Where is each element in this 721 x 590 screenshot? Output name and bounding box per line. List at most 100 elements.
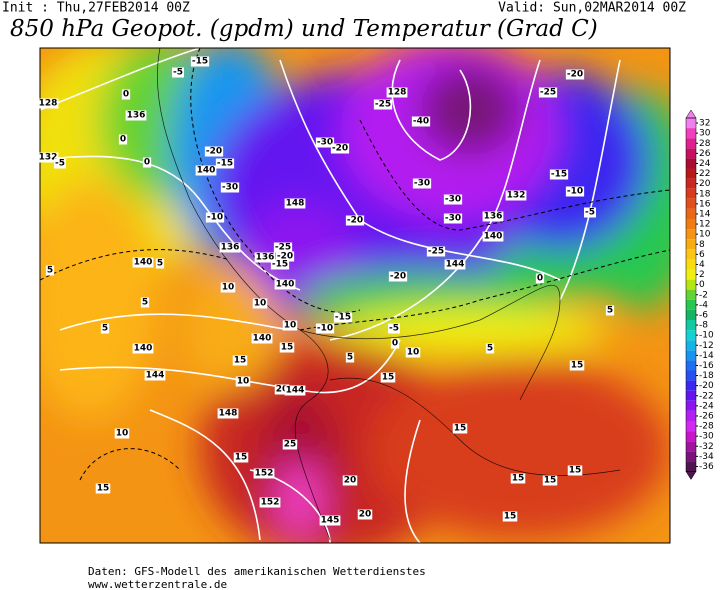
map-label-box [373, 99, 393, 110]
map-label: 140 [197, 166, 216, 176]
footer-source: Daten: GFS-Modell des amerikanischen Wet… [88, 565, 426, 578]
map-label-box [114, 428, 130, 439]
map-label-box [232, 355, 248, 366]
map-label-box [411, 116, 431, 127]
map-label-box [155, 258, 165, 269]
map-label-box [284, 385, 306, 396]
map-label: 15 [97, 484, 110, 494]
map-label: 25 [284, 440, 297, 450]
colorbar-label: 24 [699, 159, 711, 169]
map-label: 152 [261, 498, 280, 508]
map-label: 132 [39, 153, 58, 163]
map-label: 15 [454, 424, 467, 434]
map-label-box [204, 146, 224, 157]
colorbar-label: -10 [699, 331, 714, 341]
colorbar-swatch [686, 360, 696, 371]
map-label-box [273, 242, 293, 253]
map-label-box [121, 89, 131, 100]
map-label: 0 [537, 274, 543, 284]
map-label: -30 [317, 138, 333, 148]
map-label-box [567, 465, 583, 476]
map-label-box [172, 67, 184, 78]
map-label-box [549, 169, 569, 180]
map-label: -25 [540, 88, 556, 98]
colorbar-label: -4 [699, 300, 708, 310]
map-label-box [388, 271, 408, 282]
map-label-box [584, 207, 596, 218]
map-label-box [235, 376, 251, 387]
map-label: -15 [551, 170, 567, 180]
map-label: 145 [321, 516, 340, 526]
map-label: 10 [284, 321, 297, 331]
colorbar-swatch [686, 461, 696, 472]
map-label-box [342, 475, 358, 486]
colorbar-swatch [686, 309, 696, 320]
map-label-box [319, 515, 341, 526]
colorbar-swatch [686, 431, 696, 442]
map-label-box [270, 259, 290, 270]
map-label: 15 [504, 512, 517, 522]
colorbar-swatch [686, 259, 696, 270]
map-label-box [132, 343, 154, 354]
map-label: -5 [173, 68, 183, 78]
map-label: -15 [192, 57, 208, 67]
map-label-box [220, 182, 240, 193]
map-label: 140 [484, 232, 503, 242]
map-label: 10 [237, 377, 250, 387]
colorbar-swatch [686, 370, 696, 381]
map-label-box [333, 312, 353, 323]
colorbar-swatch [686, 410, 696, 421]
map-label-box [386, 87, 408, 98]
map-label: -30 [445, 214, 461, 224]
map-label: -10 [567, 187, 583, 197]
map-label: -15 [335, 313, 351, 323]
colorbar-label: 16 [699, 199, 711, 209]
map-label: -15 [217, 159, 233, 169]
colorbar-label: 28 [699, 139, 711, 149]
map-label-box [253, 468, 275, 479]
colorbar-swatch [686, 340, 696, 351]
map-label-box [95, 483, 111, 494]
map-label: 144 [286, 386, 305, 396]
map-label-box [54, 158, 66, 169]
map-label-box [542, 475, 558, 486]
map-label-box [144, 370, 166, 381]
map-label-box [357, 509, 373, 520]
map-label-box [535, 273, 545, 284]
map-label-box [388, 323, 400, 334]
colorbar-label: -6 [699, 310, 708, 320]
map-label-box [275, 251, 295, 262]
map-label: 10 [254, 299, 267, 309]
map-label: 15 [544, 476, 557, 486]
map-label: -30 [222, 183, 238, 193]
map-label-box [426, 246, 446, 257]
map-label: 5 [102, 324, 108, 334]
map-label: 136 [256, 253, 275, 263]
map-label: -5 [55, 159, 65, 169]
colorbar-arrow-bottom [685, 471, 697, 480]
map-label: 136 [127, 111, 146, 121]
colorbar-label: -22 [699, 391, 714, 401]
map-label-box [100, 323, 110, 334]
map-label: 132 [507, 191, 526, 201]
colorbar-swatch [686, 198, 696, 209]
colorbar-label: -34 [699, 452, 714, 462]
init-time: Init : Thu,27FEB2014 00Z [2, 1, 190, 16]
map-label-box [330, 143, 350, 154]
map-label: 15 [382, 373, 395, 383]
colorbar-swatch [686, 208, 696, 219]
colorbar-swatch [686, 299, 696, 310]
map-label-box [510, 473, 526, 484]
colorbar-label: 8 [699, 240, 705, 250]
map-label-box [274, 384, 290, 395]
map-label: 15 [235, 453, 248, 463]
map-label-box [565, 186, 585, 197]
colorbar-label: 14 [699, 209, 711, 219]
map-label-box [251, 333, 273, 344]
map-label: -30 [445, 195, 461, 205]
colorbar-label: 2 [699, 270, 705, 280]
map-label-box [282, 439, 298, 450]
map-label-box [390, 338, 400, 349]
map-label-box [140, 297, 150, 308]
